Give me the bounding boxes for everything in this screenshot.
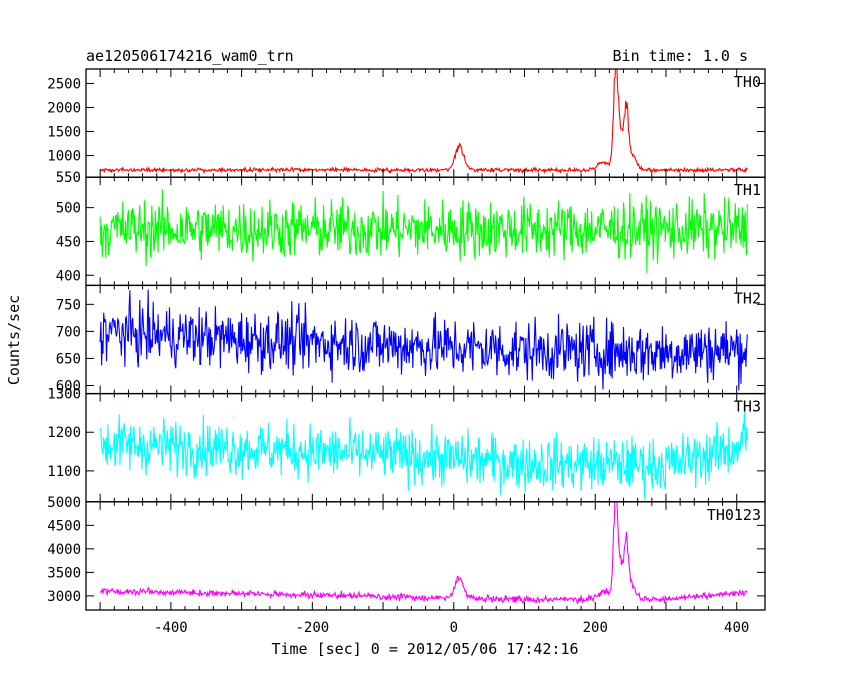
y-tick-label: 650	[56, 351, 81, 367]
y-tick-label: 4000	[47, 542, 81, 558]
series-line-th0123	[99, 501, 748, 605]
panel-label: TH0123	[707, 506, 761, 524]
panel-th2: 600 650 700 750 TH2	[56, 284, 766, 394]
series-line-th1	[99, 189, 748, 274]
y-tick-label: 1100	[47, 464, 81, 480]
panel-th3: 1100 1200 1300 TH3	[47, 387, 766, 503]
y-tick-label: 2500	[47, 76, 81, 92]
panel-label: TH2	[734, 289, 761, 307]
series-line-th2	[99, 289, 748, 391]
y-tick-label: 1200	[47, 425, 81, 441]
y-tick-label: 1000	[47, 149, 81, 165]
y-tick-label: 4500	[47, 518, 81, 534]
y-tick-label: 750	[56, 297, 81, 313]
y-tick-label: 1500	[47, 125, 81, 141]
chart-title-left: ae120506174216_wam0_trn	[86, 47, 294, 65]
panel-frame	[85, 501, 766, 611]
panel-label: TH3	[734, 398, 761, 416]
y-tick-label: 1300	[47, 387, 81, 403]
panel-label: TH1	[734, 181, 761, 199]
y-tick-label: 2000	[47, 100, 81, 116]
x-axis-label: Time [sec] 0 = 2012/05/06 17:42:16	[271, 640, 578, 658]
y-axis-label: Counts/sec	[5, 295, 23, 385]
y-tick-label: 400	[56, 268, 81, 284]
y-tick-label: 700	[56, 324, 81, 340]
series-line-th3	[99, 409, 748, 500]
chart-title-right: Bin time: 1.0 s	[613, 47, 748, 65]
panel-label: TH0	[734, 73, 761, 91]
y-tick-label: 550	[56, 170, 81, 186]
y-tick-label: 500	[56, 201, 81, 217]
x-tick-label: 200	[583, 620, 608, 636]
y-tick-label: 3500	[47, 565, 81, 581]
y-tick-label: 450	[56, 234, 81, 250]
x-tick-label: 0	[450, 620, 458, 636]
panel-th1: 400 450 500 TH1	[56, 176, 766, 287]
x-tick-label: -200	[295, 620, 329, 636]
x-tick-label: -400	[154, 620, 188, 636]
x-tick-label: 400	[724, 620, 749, 636]
y-tick-label: 600	[56, 378, 81, 394]
y-tick-label: 3000	[47, 589, 81, 605]
panel-frame	[85, 68, 766, 178]
panel-th0: 550 1000 1500 2000 2500 TH0	[47, 68, 766, 186]
series-line-th0	[99, 69, 748, 175]
y-tick-label: 5000	[47, 495, 81, 511]
panel-th0123: 3000 3500 4000 4500 5000 TH0123	[47, 495, 766, 611]
